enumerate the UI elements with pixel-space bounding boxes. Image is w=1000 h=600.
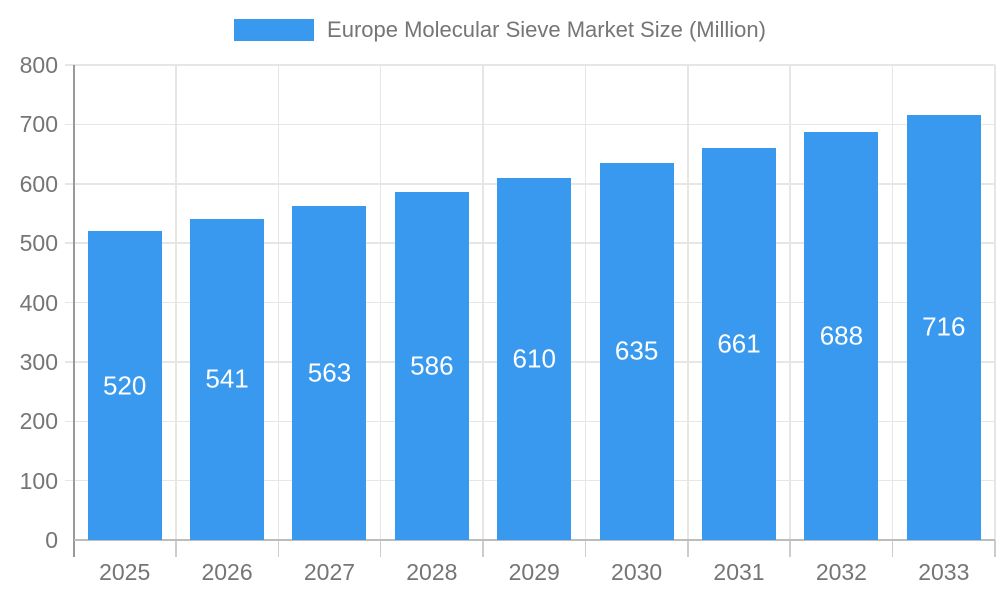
x-axis-label: 2029 bbox=[508, 559, 560, 585]
x-axis-tick bbox=[175, 540, 177, 557]
x-axis-label: 2027 bbox=[303, 559, 356, 585]
gridline-vertical bbox=[379, 65, 382, 540]
bar-2026[interactable] bbox=[190, 218, 265, 540]
y-axis-label: 800 bbox=[19, 52, 58, 78]
gridline-vertical bbox=[584, 65, 587, 540]
gridline-vertical bbox=[277, 65, 280, 540]
x-axis-tick bbox=[687, 540, 689, 557]
bar-value-label: 610 bbox=[512, 343, 556, 374]
x-axis-label: 2030 bbox=[611, 559, 663, 585]
legend-label: Europe Molecular Sieve Market Size (Mill… bbox=[327, 17, 766, 42]
bar-value-label: 563 bbox=[307, 357, 352, 388]
gridline-vertical bbox=[175, 65, 177, 540]
x-axis-label: 2031 bbox=[713, 559, 765, 585]
bar-2033[interactable] bbox=[906, 114, 981, 540]
bar-2032[interactable] bbox=[804, 131, 879, 540]
bar-value-label: 635 bbox=[614, 335, 659, 366]
y-axis-label: 300 bbox=[19, 348, 58, 375]
bar-2031[interactable] bbox=[702, 147, 777, 540]
x-axis-label: 2033 bbox=[918, 559, 970, 585]
x-axis-label: 2032 bbox=[815, 559, 867, 585]
y-axis-label: 200 bbox=[19, 408, 58, 435]
bar-value-label: 520 bbox=[102, 370, 147, 401]
bar-2027[interactable] bbox=[292, 205, 367, 540]
gridline-vertical bbox=[891, 65, 894, 540]
x-axis-tick bbox=[891, 540, 894, 557]
gridline-vertical bbox=[482, 65, 484, 540]
bar-2025[interactable] bbox=[87, 231, 162, 540]
gridline-vertical bbox=[789, 65, 791, 540]
legend-swatch bbox=[234, 19, 315, 41]
gridline-horizontal bbox=[64, 64, 995, 66]
bar-value-label: 688 bbox=[819, 320, 864, 351]
x-axis-tick bbox=[379, 540, 382, 557]
gridline-vertical bbox=[687, 65, 689, 540]
x-axis-tick bbox=[994, 540, 996, 557]
y-axis-line bbox=[72, 65, 75, 557]
y-axis-label: 700 bbox=[19, 111, 58, 138]
x-axis-label: 2026 bbox=[201, 559, 253, 585]
gridline-vertical bbox=[994, 65, 996, 540]
x-axis-tick bbox=[584, 540, 587, 557]
x-axis-baseline bbox=[73, 539, 995, 541]
bar-2030[interactable] bbox=[599, 162, 674, 540]
gridline-horizontal bbox=[64, 123, 995, 126]
bar-value-label: 661 bbox=[717, 328, 761, 359]
legend[interactable]: Europe Molecular Sieve Market Size (Mill… bbox=[0, 17, 1000, 43]
bar-value-label: 541 bbox=[205, 363, 249, 394]
x-axis-label: 2025 bbox=[99, 559, 151, 585]
bar-value-label: 716 bbox=[922, 311, 966, 342]
x-axis-tick bbox=[789, 540, 791, 557]
bar-2029[interactable] bbox=[497, 177, 572, 540]
y-axis-label: 400 bbox=[19, 289, 58, 316]
x-axis-tick bbox=[482, 540, 484, 557]
x-axis-tick bbox=[277, 540, 280, 557]
bar-value-label: 586 bbox=[410, 350, 454, 381]
y-axis-label: 0 bbox=[45, 527, 58, 553]
y-axis-label: 500 bbox=[19, 230, 58, 257]
x-axis-label: 2028 bbox=[406, 559, 458, 585]
y-axis-label: 100 bbox=[19, 467, 58, 494]
y-axis-label: 600 bbox=[19, 170, 58, 197]
bar-2028[interactable] bbox=[394, 192, 469, 540]
